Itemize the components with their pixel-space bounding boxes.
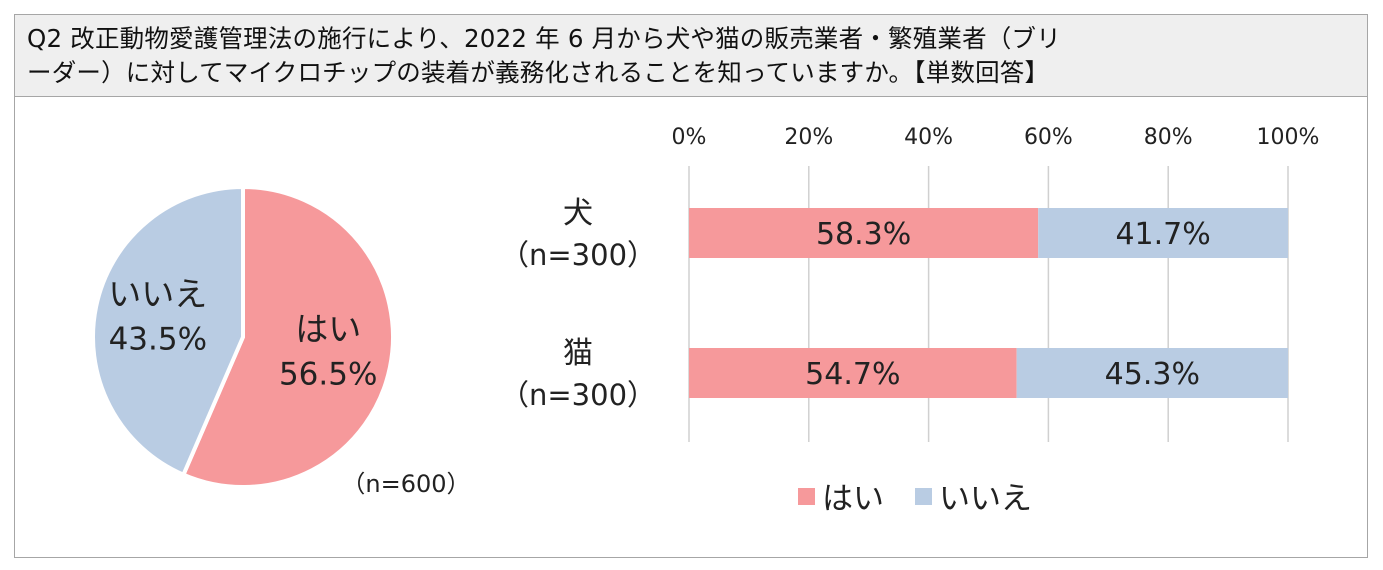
pie-slice-label: いいえ [108,274,207,313]
pie-slice-value: 56.5% [279,357,377,393]
x-tick-label: 20% [784,125,833,150]
x-tick-label: 40% [904,125,953,150]
pie-slice-value: 43.5% [109,321,207,357]
pie-chart: はい 56.5% いいえ 43.5% （n=600） [91,185,471,498]
x-tick-label: 60% [1024,125,1073,150]
category-sample-size: （n=300） [500,378,656,412]
pie-slice-yes [181,185,395,489]
bar-segment-no [1016,348,1288,398]
bar-segment-no [1038,208,1288,258]
bar-data-label: 58.3% [816,217,911,252]
pie-sample-size: （n=600） [341,470,470,498]
bar-data-label: 54.7% [805,357,900,392]
bar-data-label: 45.3% [1105,357,1200,392]
legend-swatch-yes [798,488,815,505]
legend-label: いいえ [939,481,1032,517]
legend-label: はい [822,481,884,517]
bar-data-label: 41.7% [1115,217,1210,252]
bar-segment-yes [689,208,1039,258]
pie-slice-no [91,185,245,477]
category-sample-size: （n=300） [500,238,656,272]
question-text-line2: ーダー）に対してマイクロチップの装着が義務化されることを知っていますか。【単数回… [27,58,1050,87]
x-tick-label: 80% [1144,125,1193,150]
x-tick-label: 0% [672,125,707,150]
category-label: 猫 [563,336,593,371]
x-tick-label: 100% [1257,125,1320,150]
question-text-line1: Q2 改正動物愛護管理法の施行により、2022 年 6 月から犬や猫の販売業者・… [27,24,1061,53]
stacked-bar-chart: 0% 20% 40% 60% 80% 100% 58.3% 41.7% 犬 （n=300） 54.7… [500,125,1319,517]
pie-slice-label: はい [295,310,361,349]
legend-swatch-no [915,488,932,505]
bar-segment-yes [689,348,1017,398]
question-header: Q2 改正動物愛護管理法の施行により、2022 年 6 月から犬や猫の販売業者・… [15,15,1367,97]
category-label: 犬 [563,196,593,231]
